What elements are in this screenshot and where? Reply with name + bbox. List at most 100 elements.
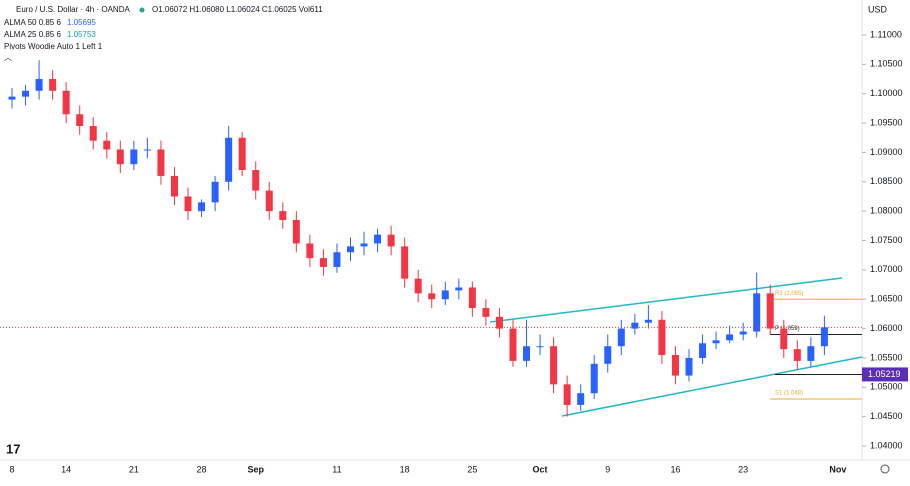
status-dot [139,7,145,13]
x-tick-label: 18 [400,464,410,474]
x-tick-label: 28 [197,464,207,474]
pivot-label: S1 (1.048) [775,391,803,397]
chart-title: Euro / U.S. Dollar · 4h · OANDA [16,5,130,14]
y-tick-label: 1.06000 [870,323,903,333]
x-tick-label: 16 [670,464,680,474]
pivot-label: P (1.059) [775,326,800,332]
price-label: 1.05219 [868,369,901,379]
x-tick-label: 23 [738,464,748,474]
logo: 17 [6,441,20,456]
indicator-value: 1.05695 [67,18,96,27]
x-tick-label: Oct [533,464,548,474]
candle-body [604,346,612,364]
collapse-arrow[interactable]: ︿ [4,53,12,62]
candle-body [685,357,693,376]
candle-body [103,140,111,150]
candle-body [509,328,517,361]
candle-body [157,149,165,176]
x-tick-label: 25 [467,464,477,474]
candle-body [550,346,558,385]
x-tick-label: 14 [61,464,71,474]
ohlc: O1.06072 H1.06080 L1.06024 C1.06025 Vol6… [152,5,323,14]
pivot-label: R1 (1.065) [775,291,803,297]
y-tick-label: 1.08500 [870,176,903,186]
y-tick-label: 1.11000 [870,29,902,39]
candle-body [536,346,544,348]
y-tick-label: 1.04500 [870,411,903,421]
candle-body [130,149,138,165]
candle-body [563,384,571,405]
candle-body [631,322,639,329]
candle-body [35,79,43,91]
candle-body [455,287,463,291]
y-tick-label: 1.05000 [870,382,903,392]
indicator-name: Pivots Woodie Auto 1 Left 1 [4,42,103,51]
candle-body [306,243,314,259]
indicator-name: ALMA 50 0.85 6 [4,18,61,27]
candle-body [739,331,747,335]
candle-body [319,258,327,267]
y-tick-label: 1.06500 [870,294,903,304]
candle-body [198,202,206,212]
indicator-name: ALMA 25 0.85 6 [4,30,61,39]
candle-body [793,349,801,361]
y-tick-label: 1.09500 [870,117,903,127]
candle-body [116,149,124,165]
candle-body [89,126,97,141]
price-label-box [862,367,908,382]
candle-body [644,319,652,323]
candle-body [170,175,178,197]
candle-body [360,243,368,247]
candle-body [143,149,151,151]
candle-body [333,252,341,267]
candle-body [238,137,246,171]
x-tick-label: 9 [605,464,610,474]
candle-body [62,90,70,115]
candle-body [482,308,490,317]
candle-body [820,327,828,347]
candle-body [414,278,422,294]
candle-body [49,79,57,91]
candle-body [8,96,16,100]
candle-body [523,346,531,361]
candle-body [387,234,395,247]
y-tick-label: 1.10500 [870,59,903,69]
x-tick-label: 21 [129,464,139,474]
candle-body [495,316,503,329]
candle-body [753,293,761,332]
x-tick-label: 11 [332,464,341,474]
candle-body [807,346,815,361]
candle-body [374,234,382,244]
candle-body [428,293,436,300]
candle-body [184,196,192,212]
x-tick-label: Sep [247,464,264,474]
candle-body [347,246,354,253]
indicator-value: 1.05753 [67,30,96,39]
candle-body [699,343,707,358]
y-tick-label: 1.07500 [870,235,903,245]
candle-body [22,90,30,97]
y-tick-label: 1.10000 [870,88,903,98]
candle-body [577,393,585,405]
candle-body [225,137,233,182]
candle-body [780,328,788,350]
candle-body [766,293,774,329]
candle-body [401,246,409,279]
candle-body [726,334,734,341]
candle-body [292,219,300,244]
candle-body [617,328,625,347]
channel-lower [561,356,863,417]
x-tick-label: 8 [9,464,14,474]
y-tick-label: 1.07000 [870,264,903,274]
candle-body [76,114,84,127]
candle-body [671,355,679,376]
candle-body [252,170,260,191]
settings-icon[interactable] [880,464,890,474]
candle-body [279,211,287,220]
candle-body [658,319,666,356]
candle-body [468,287,476,309]
channel-upper [489,277,843,323]
y-tick-label: 1.05500 [870,352,903,362]
y-tick-label: 1.04000 [870,440,903,450]
